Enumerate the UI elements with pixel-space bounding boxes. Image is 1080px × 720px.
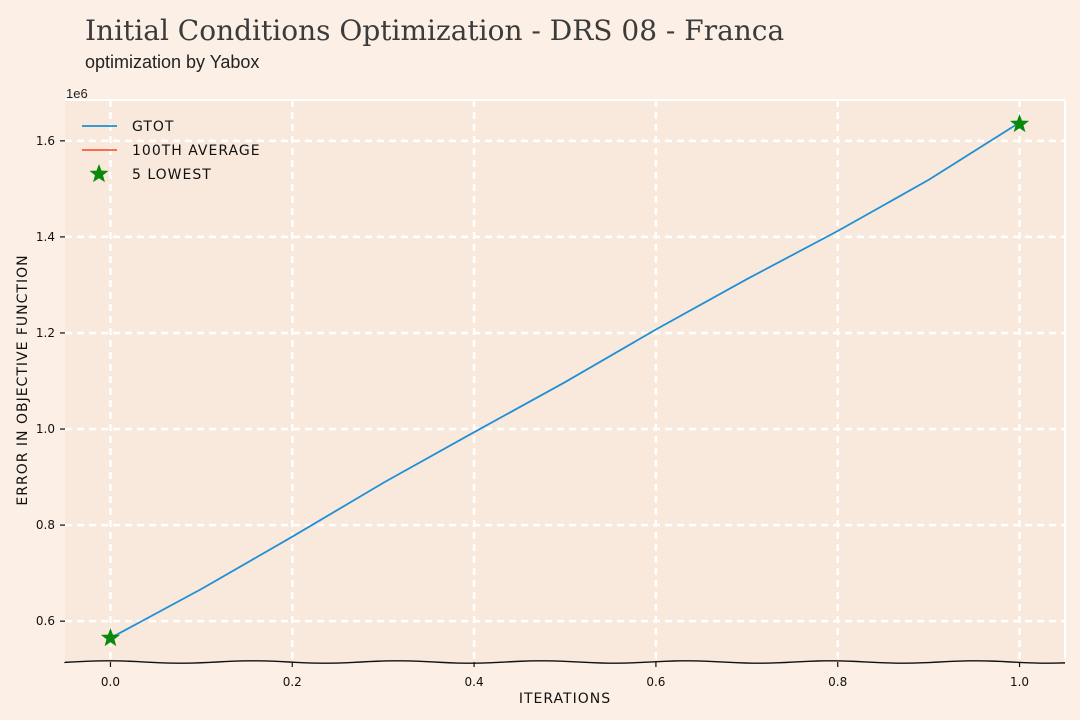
chart-subtitle: optimization by Yabox <box>85 52 259 72</box>
x-tick-label: 0.8 <box>828 675 847 689</box>
series-layer <box>100 114 1030 647</box>
x-axis-line <box>64 660 1066 664</box>
y-tick-label: 0.8 <box>36 518 55 532</box>
plot-area <box>65 100 1065 662</box>
y-tick-label: 0.6 <box>36 614 55 628</box>
legend-label: 100TH AVERAGE <box>132 143 261 159</box>
y-tick-label: 1.0 <box>36 422 55 436</box>
x-tick-label: 0.6 <box>646 675 665 689</box>
x-tick-label: 0.0 <box>101 675 120 689</box>
x-tick-label: 1.0 <box>1010 675 1029 689</box>
x-axis-label: ITERATIONS <box>519 691 611 707</box>
y-tick-label: 1.6 <box>36 134 55 148</box>
y-axis-label: ERROR IN OBJECTIVE FUNCTION <box>15 254 31 505</box>
y-tick-label: 1.2 <box>36 326 55 340</box>
lowest-point-star <box>100 628 120 647</box>
x-axis-ticks: 0.0 0.2 0.4 0.6 0.8 1.0 <box>101 662 1029 689</box>
chart-title: Initial Conditions Optimization - DRS 08… <box>85 14 784 47</box>
y-tick-label: 1.4 <box>36 230 55 244</box>
legend-label: 5 LOWEST <box>132 167 212 183</box>
legend: GTOT 100TH AVERAGE 5 LOWEST <box>82 119 261 183</box>
x-tick-label: 0.4 <box>465 675 484 689</box>
lowest-point-star <box>1010 114 1030 133</box>
y-offset-label: 1e6 <box>66 86 88 101</box>
y-axis-ticks: 0.6 0.8 1.0 1.2 1.4 1.6 <box>36 134 65 628</box>
grid <box>65 99 1066 662</box>
legend-label: GTOT <box>132 119 174 135</box>
series-line-gtot <box>110 121 1020 639</box>
legend-marker-star <box>89 164 109 183</box>
x-tick-label: 0.2 <box>283 675 302 689</box>
